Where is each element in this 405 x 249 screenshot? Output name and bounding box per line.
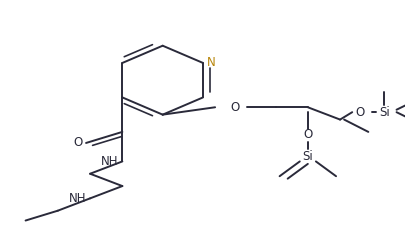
Text: NH: NH <box>68 192 86 205</box>
Text: O: O <box>355 106 364 119</box>
Text: Si: Si <box>302 150 312 163</box>
Text: NH: NH <box>100 155 118 168</box>
Text: O: O <box>73 136 83 149</box>
Text: O: O <box>303 128 312 141</box>
Text: O: O <box>230 101 239 114</box>
Text: N: N <box>207 57 215 69</box>
Text: Si: Si <box>378 106 389 119</box>
